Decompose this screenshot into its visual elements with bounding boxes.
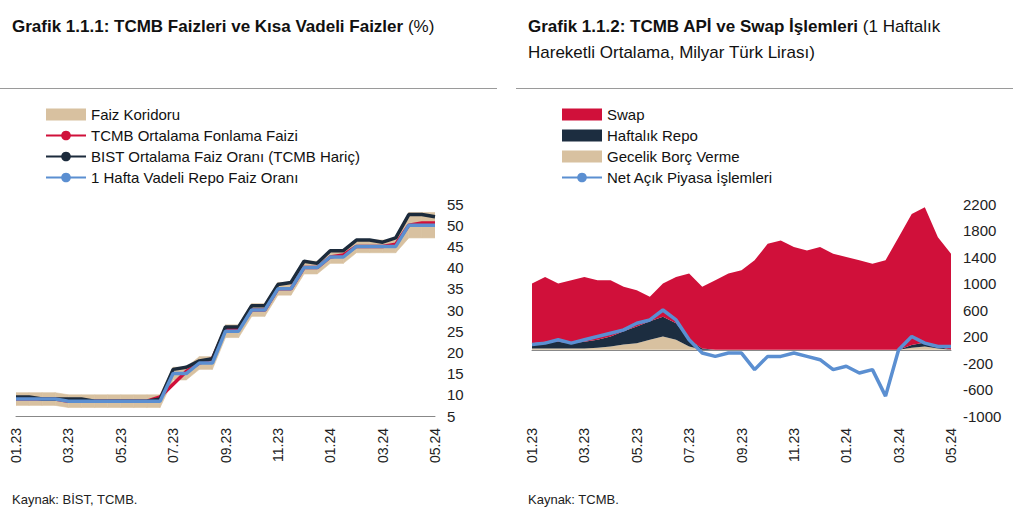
svg-text:1000: 1000 bbox=[963, 275, 996, 292]
svg-text:50: 50 bbox=[447, 217, 464, 234]
svg-text:07.23: 07.23 bbox=[681, 428, 697, 463]
html-text:Grafik 1.1.2: TCMB APİ ve Swap: Grafik 1.1.2: TCMB APİ ve Swap İşlemleri… bbox=[528, 17, 941, 62]
svg-text:Swap: Swap bbox=[607, 106, 645, 123]
svg-text:05.23: 05.23 bbox=[629, 428, 645, 463]
html-text:Grafik 1.1.1: TCMB Faizleri ve: Grafik 1.1.1: TCMB Faizleri ve Kısa Vade… bbox=[12, 17, 435, 36]
svg-text:2200: 2200 bbox=[963, 196, 996, 213]
svg-text:03.24: 03.24 bbox=[891, 428, 907, 463]
svg-text:30: 30 bbox=[447, 302, 464, 319]
svg-text:01.23: 01.23 bbox=[524, 428, 540, 463]
svg-text:Gecelik Borç Verme: Gecelik Borç Verme bbox=[607, 148, 740, 165]
svg-text:20: 20 bbox=[447, 344, 464, 361]
svg-text:5: 5 bbox=[447, 408, 455, 425]
svg-text:35: 35 bbox=[447, 280, 464, 297]
svg-text:03.23: 03.23 bbox=[576, 428, 592, 463]
svg-text:45: 45 bbox=[447, 238, 464, 255]
svg-text:05.23: 05.23 bbox=[113, 428, 129, 463]
svg-text:11.23: 11.23 bbox=[786, 428, 802, 462]
svg-text:01.24: 01.24 bbox=[838, 428, 854, 463]
svg-text:55: 55 bbox=[447, 196, 464, 213]
svg-text:09.23: 09.23 bbox=[218, 428, 234, 463]
svg-text:1400: 1400 bbox=[963, 249, 996, 266]
svg-text:-600: -600 bbox=[963, 381, 993, 398]
svg-text:TCMB Ortalama Fonlama Faizi: TCMB Ortalama Fonlama Faizi bbox=[91, 127, 298, 144]
svg-text:03.23: 03.23 bbox=[60, 428, 76, 463]
svg-text:-1000: -1000 bbox=[963, 408, 1001, 425]
svg-text:15: 15 bbox=[447, 365, 464, 382]
svg-text:11.23: 11.23 bbox=[270, 428, 286, 462]
svg-text:05.24: 05.24 bbox=[943, 428, 959, 463]
html-text:Kaynak: BİST, TCMB.: Kaynak: BİST, TCMB. bbox=[12, 492, 138, 507]
svg-text:200: 200 bbox=[963, 328, 988, 345]
svg-text:1800: 1800 bbox=[963, 222, 996, 239]
svg-text:10: 10 bbox=[447, 386, 464, 403]
svg-text:07.23: 07.23 bbox=[165, 428, 181, 463]
svg-text:Haftalık Repo: Haftalık Repo bbox=[607, 127, 698, 144]
svg-text:BIST Ortalama Faiz Oranı (TCMB: BIST Ortalama Faiz Oranı (TCMB Hariç) bbox=[91, 148, 360, 165]
svg-text:01.23: 01.23 bbox=[8, 428, 24, 463]
svg-text:09.23: 09.23 bbox=[734, 428, 750, 463]
svg-text:01.24: 01.24 bbox=[322, 428, 338, 463]
svg-text:-200: -200 bbox=[963, 355, 993, 372]
svg-text:25: 25 bbox=[447, 323, 464, 340]
svg-text:05.24: 05.24 bbox=[427, 428, 443, 463]
svg-text:1 Hafta Vadeli Repo Faiz Oranı: 1 Hafta Vadeli Repo Faiz Oranı bbox=[91, 169, 298, 186]
svg-text:Faiz Koridoru: Faiz Koridoru bbox=[91, 106, 180, 123]
svg-text:03.24: 03.24 bbox=[375, 428, 391, 463]
html-text:Kaynak: TCMB.: Kaynak: TCMB. bbox=[528, 492, 619, 507]
svg-text:40: 40 bbox=[447, 259, 464, 276]
svg-text:Net Açık Piyasa İşlemleri: Net Açık Piyasa İşlemleri bbox=[607, 169, 772, 186]
svg-text:600: 600 bbox=[963, 302, 988, 319]
